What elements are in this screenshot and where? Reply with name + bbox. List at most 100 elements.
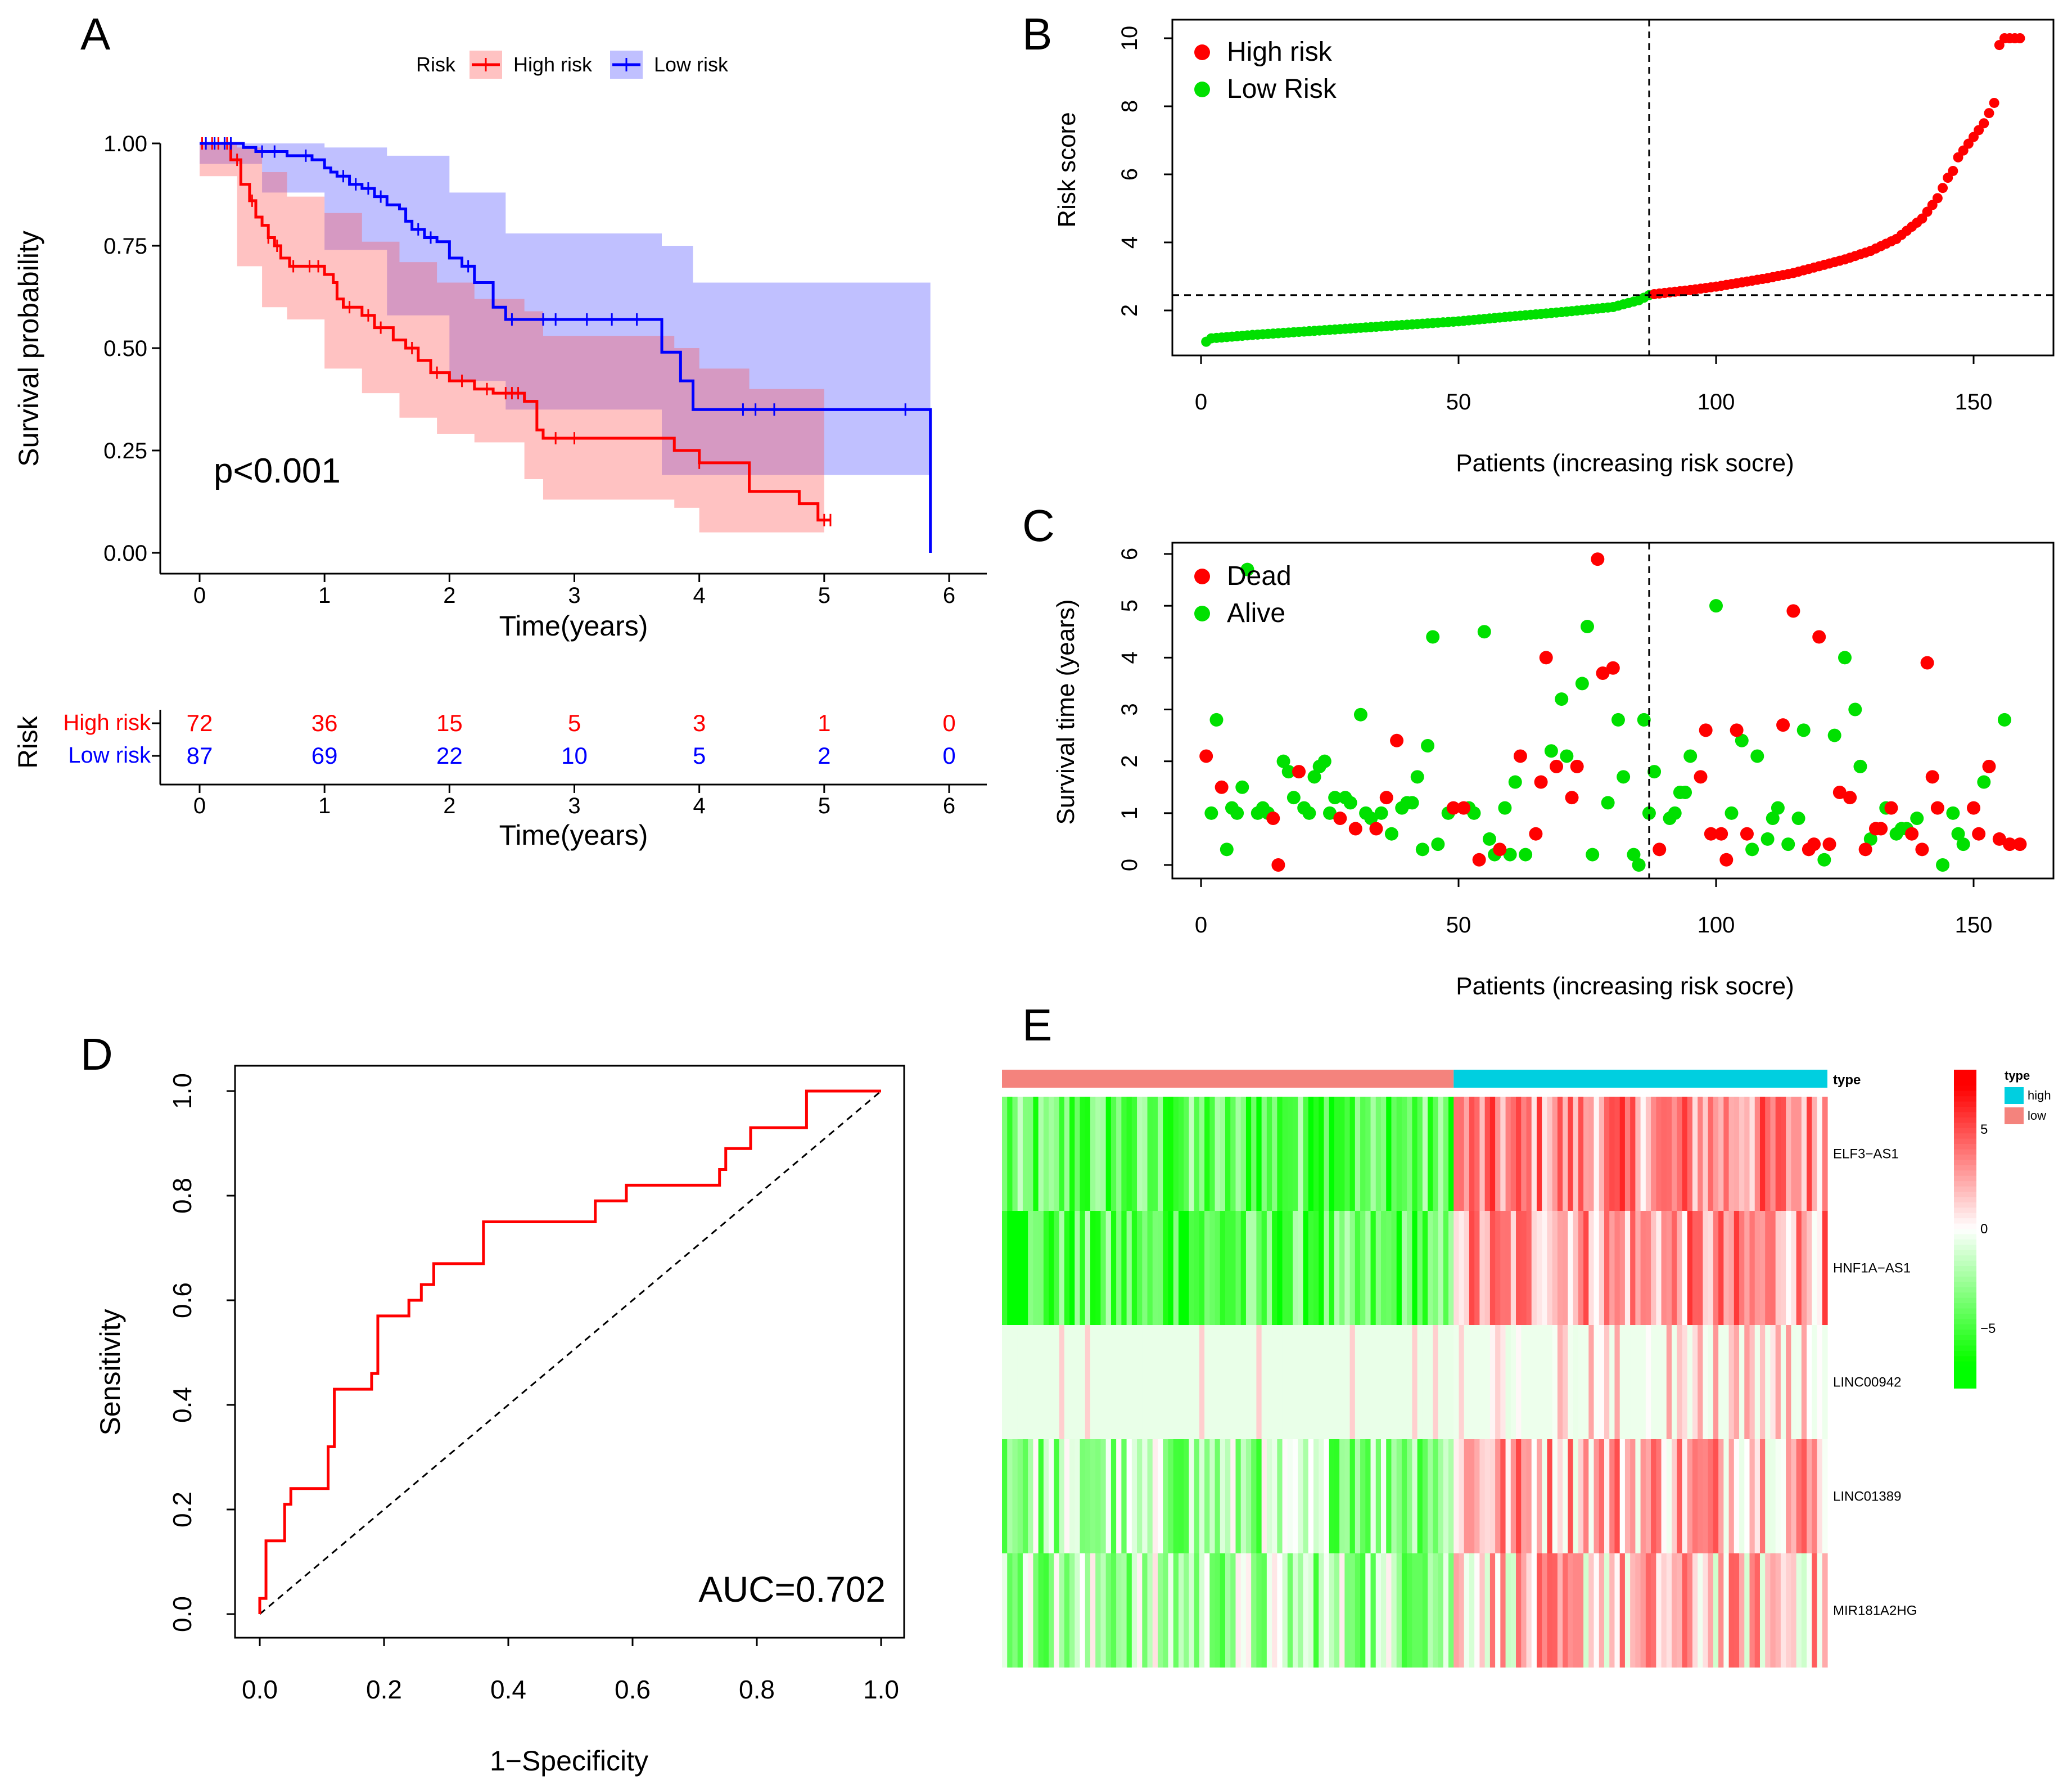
heatmap-cell <box>1770 1553 1776 1668</box>
heatmap-cell <box>1801 1211 1807 1325</box>
survival-point-dead <box>1653 842 1667 857</box>
survival-point-alive <box>1374 806 1388 820</box>
heatmap-cell <box>1583 1211 1589 1325</box>
heatmap-scale-segment <box>1954 1144 1976 1150</box>
heatmap-cell <box>1687 1097 1693 1211</box>
heatmap-cell <box>1173 1325 1179 1439</box>
heatmap-cell <box>1557 1553 1563 1668</box>
survival-point-alive <box>1817 853 1831 867</box>
heatmap-cell <box>1536 1553 1542 1668</box>
heatmap-cell <box>1085 1211 1091 1325</box>
heatmap-scale-segment <box>1954 1345 1976 1351</box>
heatmap-cell <box>1619 1211 1626 1325</box>
risk-score-y-axis-label: Risk score <box>1053 112 1081 227</box>
heatmap-cell <box>1698 1553 1704 1668</box>
heatmap-cell <box>1428 1553 1433 1668</box>
heatmap-scale-segment <box>1954 1181 1976 1187</box>
heatmap-cell <box>1770 1439 1776 1553</box>
heatmap-cell <box>1692 1097 1698 1211</box>
roc-x-tick-label: 0.0 <box>242 1675 278 1704</box>
heatmap-cell <box>1791 1553 1797 1668</box>
heatmap-cell <box>1417 1097 1423 1211</box>
survival-point-alive <box>1544 744 1558 758</box>
heatmap-cell <box>1142 1211 1148 1325</box>
heatmap-cell <box>1588 1439 1595 1553</box>
survival-point-alive <box>1281 765 1295 779</box>
heatmap-cell <box>1163 1439 1169 1553</box>
heatmap-cell <box>1428 1097 1433 1211</box>
heatmap-cell <box>1728 1325 1735 1439</box>
heatmap-cell <box>1199 1439 1205 1553</box>
heatmap-cell <box>1754 1325 1760 1439</box>
heatmap-cell <box>1510 1325 1516 1439</box>
heatmap-cell <box>1677 1211 1683 1325</box>
heatmap-cell <box>1049 1097 1054 1211</box>
heatmap-cell <box>1334 1211 1340 1325</box>
survival-point-alive <box>1848 702 1862 716</box>
heatmap-cell <box>1054 1553 1060 1668</box>
heatmap-cell <box>1583 1325 1589 1439</box>
heatmap-cell <box>1661 1325 1667 1439</box>
heatmap-cell <box>1495 1553 1501 1668</box>
heatmap-scale-segment <box>1954 1096 1976 1102</box>
heatmap-cell <box>1365 1439 1371 1553</box>
heatmap-cell <box>1319 1553 1325 1668</box>
survival-point-alive <box>1791 812 1805 826</box>
heatmap-scale-segment <box>1954 1128 1976 1134</box>
heatmap-cell <box>1521 1325 1527 1439</box>
heatmap-cell <box>1578 1439 1584 1553</box>
heatmap-cell <box>1796 1211 1802 1325</box>
heatmap-cell <box>1759 1325 1766 1439</box>
heatmap-cell <box>1703 1325 1709 1439</box>
heatmap-cell <box>1801 1097 1807 1211</box>
heatmap-cell <box>1137 1553 1143 1668</box>
risk-score-point-high <box>1938 183 1948 193</box>
heatmap-cell <box>1505 1553 1511 1668</box>
heatmap-cell <box>1028 1097 1033 1211</box>
heatmap-cell <box>1235 1325 1242 1439</box>
survival-point-dead <box>1472 853 1486 867</box>
heatmap-cell <box>1054 1211 1060 1325</box>
survival-point-alive <box>1668 806 1682 820</box>
heatmap-cell <box>1386 1325 1392 1439</box>
heatmap-cell <box>1682 1553 1688 1668</box>
heatmap-cell <box>1230 1211 1236 1325</box>
heatmap-cell <box>1189 1325 1195 1439</box>
risk-table-count-high: 72 <box>187 710 213 736</box>
heatmap-cell <box>1728 1439 1735 1553</box>
heatmap-cell <box>1303 1439 1309 1553</box>
heatmap-row-label: HNF1A−AS1 <box>1833 1261 1911 1276</box>
heatmap-cell <box>1749 1439 1755 1553</box>
heatmap-cell <box>1780 1325 1786 1439</box>
roc-x-tick-label: 0.2 <box>366 1675 402 1704</box>
heatmap-cell <box>1708 1097 1714 1211</box>
heatmap-cell <box>1370 1553 1376 1668</box>
survival-y-tick-label: 4 <box>1117 651 1142 664</box>
heatmap-cell <box>1235 1439 1242 1553</box>
heatmap-cell <box>1749 1553 1755 1668</box>
heatmap-cell <box>1355 1325 1361 1439</box>
survival-point-alive <box>1771 801 1785 815</box>
heatmap-cell <box>1599 1439 1605 1553</box>
survival-point-alive <box>1209 713 1224 727</box>
heatmap-cell <box>1464 1211 1470 1325</box>
heatmap-cell <box>1256 1439 1262 1553</box>
survival-point-alive <box>1364 812 1378 826</box>
heatmap-cell <box>1703 1097 1709 1211</box>
survival-point-alive <box>1997 713 2011 727</box>
heatmap-cell <box>1542 1211 1548 1325</box>
heatmap-cell <box>1396 1097 1402 1211</box>
heatmap-cell <box>1739 1097 1745 1211</box>
heatmap-cell <box>1173 1439 1179 1553</box>
heatmap-cell <box>1718 1097 1724 1211</box>
heatmap-cell <box>1474 1553 1480 1668</box>
heatmap-scale-segment <box>1954 1138 1976 1145</box>
heatmap-cell <box>1370 1211 1376 1325</box>
heatmap-cell <box>1614 1439 1620 1553</box>
survival-point-alive <box>1286 791 1301 805</box>
heatmap-cell <box>1713 1553 1719 1668</box>
heatmap-cell <box>1059 1325 1065 1439</box>
heatmap-scale-segment <box>1954 1303 1976 1309</box>
heatmap-cell <box>1552 1325 1558 1439</box>
heatmap-cell <box>1365 1553 1371 1668</box>
